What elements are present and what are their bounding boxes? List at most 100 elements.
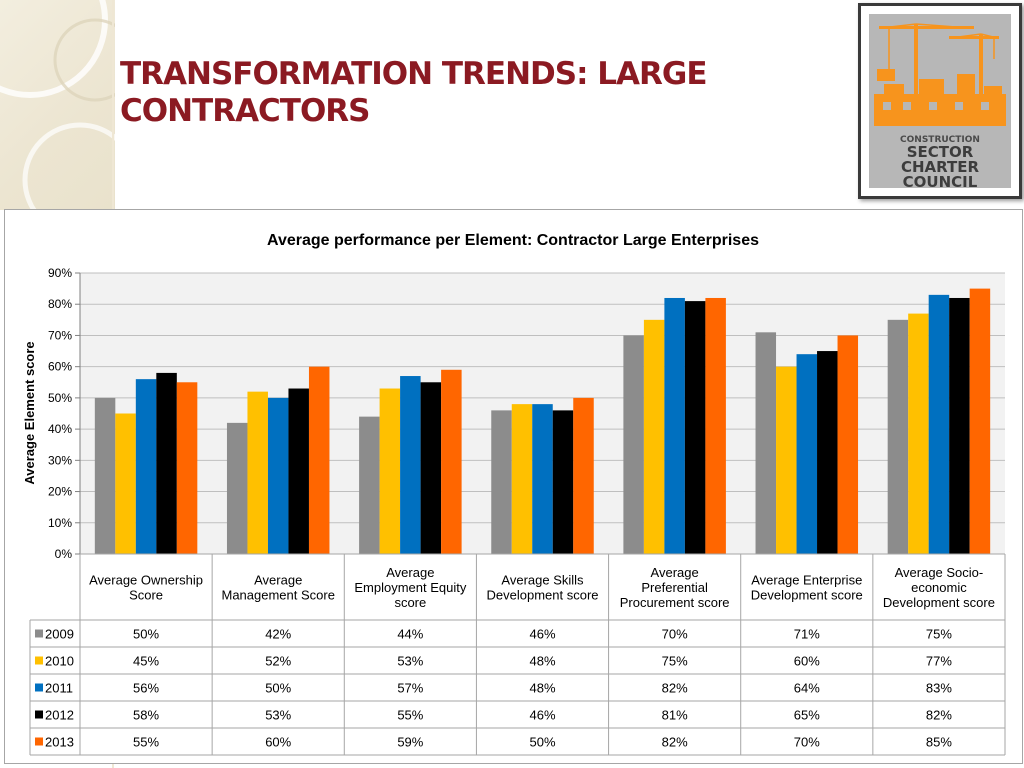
- data-label: 50%: [529, 735, 555, 750]
- bar-2013-2: [308, 366, 330, 554]
- legend-label-2013: 2013: [45, 735, 74, 750]
- data-label: 48%: [529, 654, 555, 669]
- legend-label-2010: 2010: [45, 654, 74, 669]
- data-label: 70%: [662, 627, 688, 642]
- data-label: 64%: [794, 681, 820, 696]
- data-label: 82%: [662, 735, 688, 750]
- data-label: 65%: [794, 708, 820, 723]
- category-label-line: Score: [129, 588, 163, 603]
- y-tick-label: 80%: [48, 297, 72, 311]
- data-label: 46%: [529, 627, 555, 642]
- bar-2012-5: [684, 301, 706, 554]
- bar-2012-3: [420, 382, 442, 554]
- bar-2013-5: [705, 297, 726, 554]
- data-label: 85%: [926, 735, 952, 750]
- legend-label-2011: 2011: [45, 681, 73, 696]
- data-label: 53%: [265, 708, 291, 723]
- data-label: 83%: [926, 681, 952, 696]
- legend-label-2009: 2009: [45, 627, 74, 642]
- bar-2013-6: [837, 335, 859, 554]
- bar-2010-3: [379, 388, 401, 554]
- data-label: 75%: [662, 654, 688, 669]
- category-label-line: Average: [254, 573, 302, 588]
- bar-2012-6: [817, 351, 838, 554]
- data-label: 82%: [662, 681, 688, 696]
- y-tick-label: 10%: [48, 516, 72, 530]
- legend-key-2012: [35, 710, 43, 719]
- bar-2010-1: [115, 413, 136, 554]
- category-label-line: Average: [386, 565, 434, 580]
- category-label-line: Development score: [883, 595, 995, 610]
- bar-2010-4: [511, 404, 533, 554]
- logo-text-line-1: CONSTRUCTION: [900, 135, 980, 145]
- bar-2013-7: [969, 288, 991, 554]
- data-label: 60%: [794, 654, 820, 669]
- bar-2012-4: [552, 410, 574, 554]
- category-label-line: Average Enterprise: [751, 573, 862, 588]
- bar-2012-2: [288, 388, 309, 554]
- slide-title: TRANSFORMATION TRENDS: LARGE CONTRACTORS: [120, 56, 820, 130]
- logo-panel: CONSTRUCTION SECTOR CHARTER COUNCIL: [869, 14, 1011, 188]
- data-label: 59%: [397, 735, 423, 750]
- data-label: 46%: [529, 708, 555, 723]
- legend-key-2009: [35, 629, 43, 638]
- y-tick-label: 60%: [48, 360, 72, 374]
- category-label-line: Average Ownership: [89, 573, 203, 588]
- y-tick-label: 0%: [55, 547, 73, 561]
- legend-key-2011: [35, 683, 43, 692]
- data-label: 82%: [926, 708, 952, 723]
- slide-title-line-2: CONTRACTORS: [120, 93, 371, 129]
- category-label: Average Socio-economic Development score: [883, 565, 995, 610]
- bars: [94, 288, 991, 554]
- category-label: Average Ownership Score: [89, 573, 203, 603]
- bar-2011-2: [267, 397, 289, 554]
- legend-label-2012: 2012: [45, 708, 74, 723]
- category-label-line: Preferential: [641, 580, 708, 595]
- crane-skyline-icon: [874, 23, 1006, 126]
- bar-2011-5: [664, 297, 685, 554]
- data-label: 50%: [133, 627, 159, 642]
- data-label: 81%: [662, 708, 688, 723]
- category-label-line: score: [394, 595, 426, 610]
- logo-text-line-3: CHARTER: [901, 158, 980, 176]
- data-label: 45%: [133, 654, 159, 669]
- y-tick-label: 70%: [48, 328, 72, 342]
- bar-2013-4: [573, 397, 594, 554]
- bar-2011-7: [928, 294, 950, 554]
- logo-text-line-2: SECTOR: [907, 143, 974, 161]
- bar-2010-5: [643, 319, 665, 554]
- y-tick-label: 90%: [48, 266, 72, 280]
- data-label: 42%: [265, 627, 291, 642]
- category-label: Average Skills Development score: [487, 573, 599, 603]
- data-label: 71%: [794, 627, 820, 642]
- data-label: 75%: [926, 627, 952, 642]
- y-tick-label: 20%: [48, 485, 72, 499]
- category-label-line: Employment Equity: [354, 580, 466, 595]
- data-label: 57%: [397, 681, 423, 696]
- data-label: 44%: [397, 627, 423, 642]
- y-axis-title: Average Element score: [22, 341, 37, 484]
- bar-2009-5: [623, 335, 644, 554]
- legend-key-2010: [35, 656, 43, 665]
- data-label: 53%: [397, 654, 423, 669]
- data-label: 55%: [133, 735, 159, 750]
- chart-container: Average performance per Element: Contrac…: [4, 209, 1023, 764]
- data-label: 77%: [926, 654, 952, 669]
- bar-2013-3: [441, 369, 462, 554]
- category-label-line: Development score: [751, 588, 863, 603]
- category-label-line: Average Skills: [501, 573, 584, 588]
- bar-2010-7: [908, 313, 929, 554]
- data-label: 58%: [133, 708, 159, 723]
- bar-2009-2: [226, 422, 248, 554]
- category-label-line: Average: [651, 565, 699, 580]
- bar-2009-4: [491, 410, 512, 554]
- data-label: 52%: [265, 654, 291, 669]
- category-label-line: economic: [911, 580, 967, 595]
- bar-2011-6: [796, 354, 818, 554]
- y-tick-label: 50%: [48, 391, 72, 405]
- slide-title-line-1: TRANSFORMATION TRENDS: LARGE: [120, 56, 708, 92]
- data-label: 60%: [265, 735, 291, 750]
- category-label-line: Procurement score: [620, 595, 730, 610]
- bar-2013-1: [176, 382, 198, 554]
